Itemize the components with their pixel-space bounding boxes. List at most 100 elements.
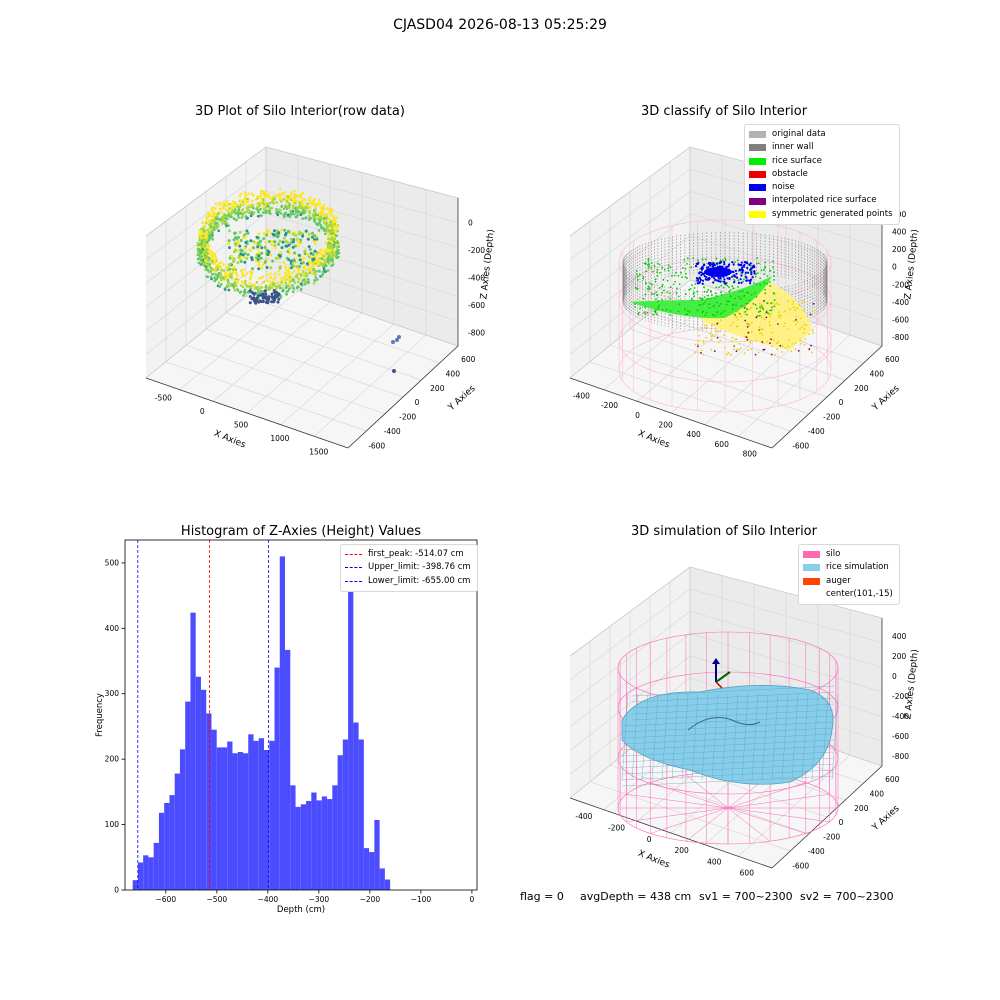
raw-point: [336, 229, 340, 233]
x-tick-label: 1500: [309, 447, 328, 456]
symmetric-point: [750, 339, 752, 342]
raw-point: [245, 272, 249, 275]
noise-point: [700, 268, 704, 271]
auger-arrow-x: [715, 681, 723, 689]
raw-point: [236, 289, 240, 292]
raw-point: [284, 281, 288, 285]
raw-point: [327, 246, 330, 249]
rice-surface-point: [686, 277, 688, 279]
symmetric-point: [703, 324, 706, 327]
auger-arrow-head: [712, 658, 720, 664]
noise-point: [723, 280, 726, 283]
plot1-title: 3D Plot of Silo Interior(row data): [195, 104, 405, 119]
legend-label: Lower_limit: -655.00 cm: [368, 575, 471, 586]
noise-point: [699, 278, 703, 281]
symmetric-point: [758, 326, 761, 329]
raw-point: [225, 224, 228, 228]
noise-point: [734, 269, 738, 272]
symmetric-point: [743, 352, 746, 354]
z-tick-label: 200: [892, 245, 907, 254]
raw-point: [241, 253, 245, 257]
rice-surface-point: [716, 295, 718, 297]
raw-point: [283, 275, 287, 278]
symmetric-point: [770, 338, 772, 341]
symmetric-point: [781, 345, 784, 348]
rice-surface-point: [706, 298, 709, 301]
rice-surface-point: [681, 276, 683, 278]
plot4-title: 3D simulation of Silo Interior: [631, 524, 817, 539]
noise-point: [753, 270, 756, 273]
rice-surface-point: [672, 283, 675, 286]
raw-point: [247, 285, 251, 288]
raw-point: [320, 213, 324, 216]
raw-point: [335, 216, 339, 220]
rice-surface-point: [712, 305, 715, 308]
rice-surface-point: [771, 306, 773, 309]
y-tick-label: 500: [105, 558, 120, 567]
raw-point: [232, 203, 236, 206]
raw-point: [295, 215, 298, 218]
noise-point: [723, 260, 726, 264]
rice-surface-point: [770, 302, 772, 304]
rice-surface-point: [709, 297, 712, 300]
noise-point: [752, 264, 756, 267]
symmetric-point: [717, 321, 720, 324]
raw-point: [201, 251, 205, 254]
raw-point: [322, 206, 326, 210]
raw-point: [205, 234, 208, 238]
rice-mesh-line: [621, 721, 835, 733]
noise-point: [728, 277, 731, 281]
noise-point: [698, 272, 701, 275]
rice-surface-point: [643, 306, 646, 308]
raw-point: [262, 205, 265, 208]
symmetric-point: [770, 353, 773, 356]
raw-point: [255, 281, 259, 284]
noise-point: [747, 271, 750, 274]
raw-point: [240, 249, 244, 253]
raw-point: [326, 224, 330, 228]
noise-point: [698, 276, 702, 280]
rice-mesh-line: [741, 693, 749, 781]
rice-surface-point: [757, 315, 759, 317]
symmetric-point: [799, 317, 802, 320]
raw-point: [276, 210, 280, 214]
legend-item-center: center(101,-15): [803, 588, 893, 601]
raw-point: [207, 214, 211, 217]
rice-surface-point: [661, 291, 664, 294]
symmetric-point: [757, 351, 760, 354]
raw-point: [228, 246, 231, 250]
histogram-bar: [279, 556, 286, 890]
raw-point: [337, 251, 341, 255]
histogram-bar: [342, 739, 349, 890]
rice-mesh-line: [691, 693, 699, 781]
raw-point: [213, 276, 216, 280]
rice-surface-point: [661, 285, 664, 288]
histogram-bar: [221, 747, 228, 890]
rice-surface-point: [654, 278, 657, 281]
raw-point: [292, 286, 296, 290]
raw-point: [265, 266, 269, 269]
raw-point: [323, 214, 327, 217]
raw-point: [287, 284, 290, 288]
raw-point: [285, 293, 289, 296]
raw-point: [315, 222, 318, 225]
histogram-bar: [285, 649, 291, 890]
symmetric-point: [801, 302, 804, 305]
rice-surface-point: [639, 307, 642, 310]
raw-point: [252, 211, 256, 214]
symmetric-point: [798, 303, 800, 306]
raw-point: [227, 242, 231, 246]
raw-point: [331, 234, 335, 238]
legend-item-symmetric: symmetric generated points: [749, 208, 893, 221]
symmetric-point: [750, 331, 753, 333]
raw-point: [209, 270, 212, 273]
raw-point: [259, 191, 263, 195]
raw-point: [312, 199, 316, 203]
raw-point: [226, 278, 230, 282]
raw-point: [205, 252, 209, 256]
rice-mesh-line: [621, 757, 835, 769]
raw-point: [203, 225, 206, 228]
raw-point: [268, 201, 272, 205]
symmetric-point: [723, 334, 725, 337]
raw-point: [280, 280, 283, 284]
